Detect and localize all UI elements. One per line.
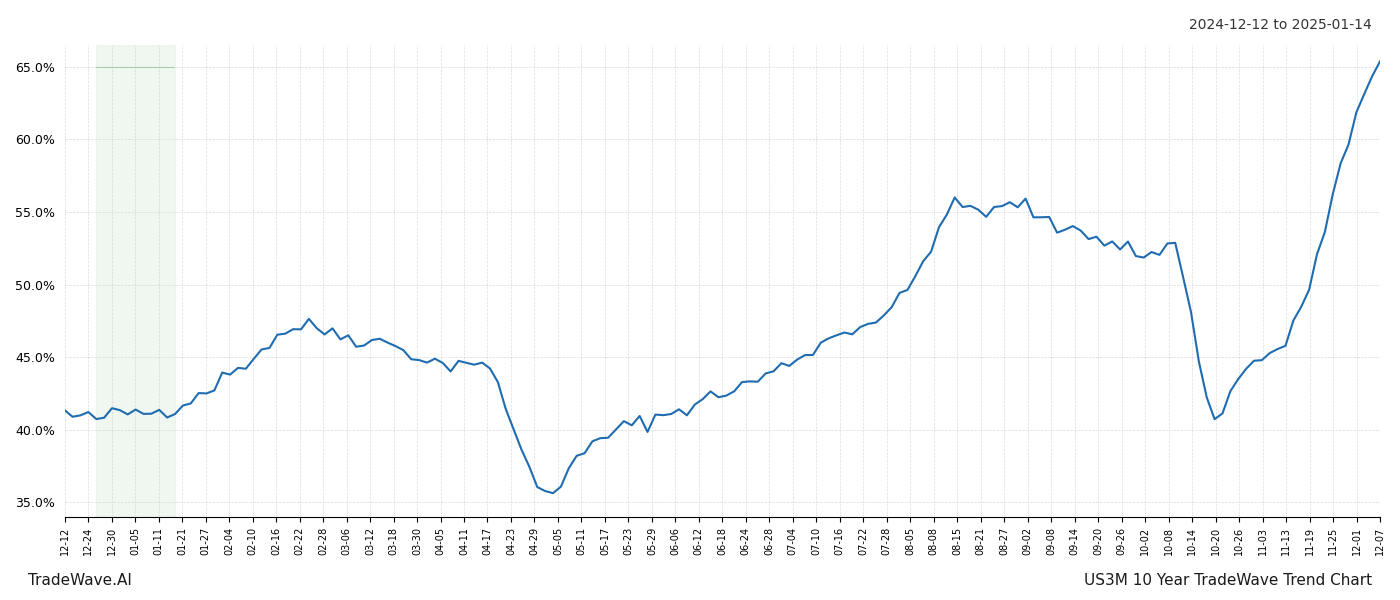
- Text: US3M 10 Year TradeWave Trend Chart: US3M 10 Year TradeWave Trend Chart: [1084, 573, 1372, 588]
- Text: TradeWave.AI: TradeWave.AI: [28, 573, 132, 588]
- Text: 2024-12-12 to 2025-01-14: 2024-12-12 to 2025-01-14: [1189, 18, 1372, 32]
- Bar: [97, 45, 175, 517]
